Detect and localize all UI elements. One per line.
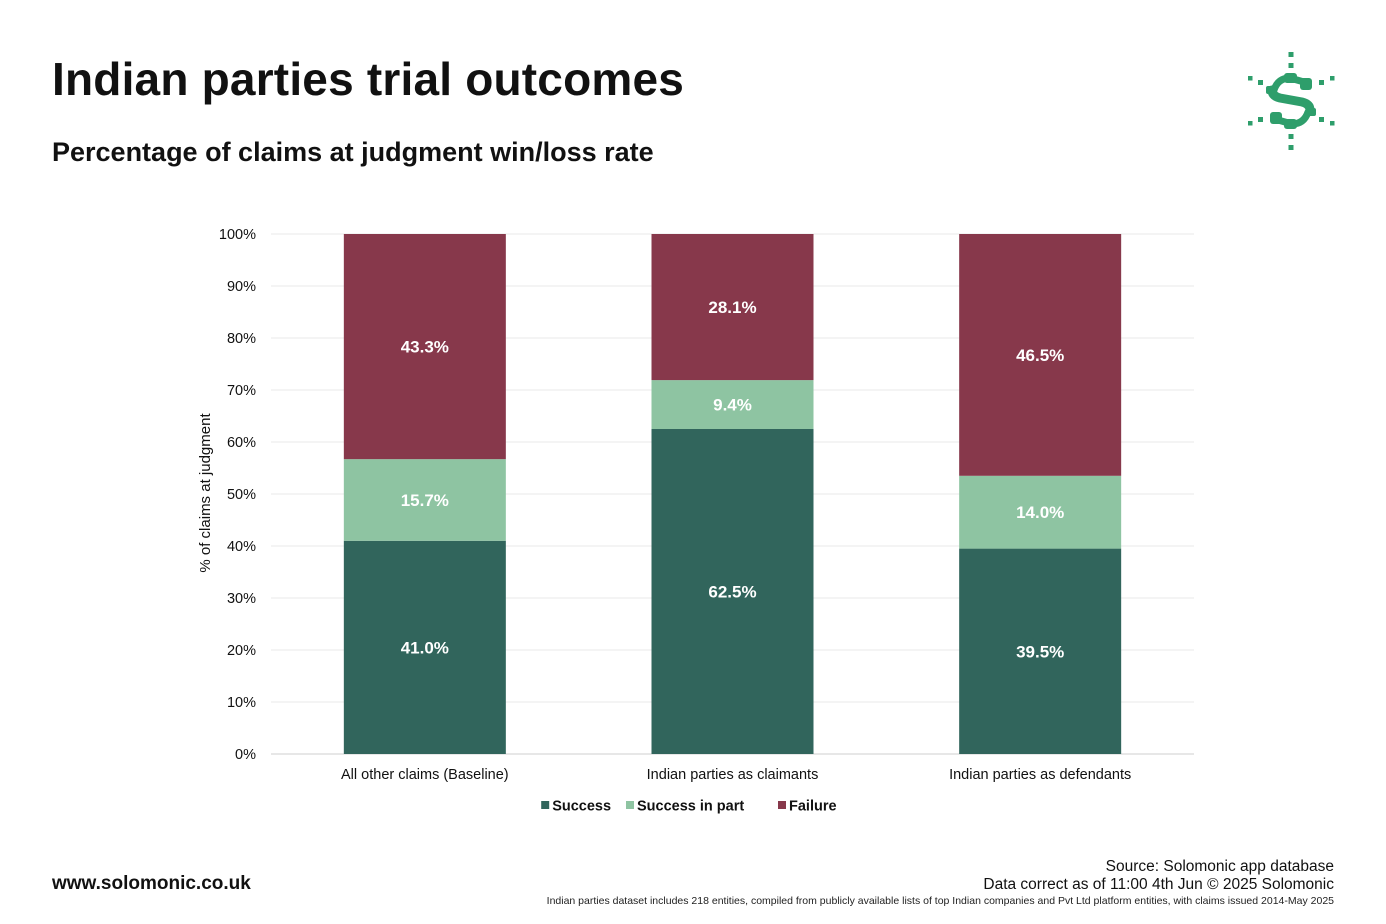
bar-segment-failure xyxy=(959,234,1122,476)
data-label: 62.5% xyxy=(708,583,756,602)
data-correct-note: Data correct as of 11:00 4th Jun © 2025 … xyxy=(983,876,1334,893)
legend-label: Success xyxy=(552,799,611,815)
data-label: 46.5% xyxy=(1016,346,1064,365)
legend-swatch xyxy=(626,801,634,809)
legend-swatch xyxy=(541,801,550,809)
y-tick-label: 90% xyxy=(227,279,256,295)
data-label: 28.1% xyxy=(708,298,756,317)
data-label: 15.7% xyxy=(401,491,449,510)
x-axis-ticks: All other claims (Baseline) Indian partie… xyxy=(341,767,1131,783)
y-tick-label: 100% xyxy=(219,227,256,243)
data-label: 43.3% xyxy=(401,338,449,357)
y-tick-label: 30% xyxy=(227,591,256,607)
y-tick-label: 10% xyxy=(227,695,256,711)
bar-segment-success xyxy=(651,429,814,754)
bars xyxy=(343,234,1122,754)
legend: Success Success in part Failure xyxy=(541,799,837,815)
bar-segment-success xyxy=(959,548,1122,754)
y-tick-label: 80% xyxy=(227,331,256,347)
logo-shape xyxy=(1248,52,1335,150)
bar-segment-success-in-part xyxy=(651,380,814,429)
page-subtitle: Percentage of claims at judgment win/los… xyxy=(52,137,654,167)
source-note: Source: Solomonic app database xyxy=(1105,858,1334,875)
y-tick-label: 20% xyxy=(227,643,256,659)
legend-label: Failure xyxy=(789,799,837,815)
dataset-note: Indian parties dataset includes 218 enti… xyxy=(546,895,1334,907)
y-axis-title: % of claims at judgment xyxy=(197,413,214,573)
solomonic-logo-icon xyxy=(1248,52,1335,150)
data-label: 41.0% xyxy=(401,638,449,657)
bar-segment-failure xyxy=(343,234,506,460)
footer-info: Source: Solomonic app database Data corr… xyxy=(547,857,1334,908)
x-tick-label: Indian parties as claimants xyxy=(647,767,819,783)
data-label: 39.5% xyxy=(1016,642,1064,661)
legend-label: Success in part xyxy=(637,799,744,815)
x-tick-label: All other claims (Baseline) xyxy=(341,767,509,783)
bar-segment-success-in-part xyxy=(959,475,1122,549)
y-tick-label: 60% xyxy=(227,435,256,451)
y-tick-label: 0% xyxy=(235,747,256,763)
x-tick-label: Indian parties as defendants xyxy=(949,767,1131,783)
y-tick-label: 70% xyxy=(227,383,256,399)
y-axis-ticks: 0% 10% 20% 30% 40% 50% 60% 70% 80% 90% 100% xyxy=(219,227,256,763)
y-tick-label: 40% xyxy=(227,539,256,555)
bar-segment-failure xyxy=(651,234,814,381)
website-url: www.solomonic.co.uk xyxy=(52,873,251,894)
bar-segment-success xyxy=(343,540,506,754)
y-tick-label: 50% xyxy=(227,487,256,503)
data-label: 9.4% xyxy=(713,396,752,415)
data-label: 14.0% xyxy=(1016,503,1064,522)
legend-swatch xyxy=(778,801,786,809)
data-labels: 41.0% 15.7% 43.3% 62.5% 9.4% 28.1% 39.5% 14.0% 4… xyxy=(401,298,1065,661)
page-title: Indian parties trial outcomes xyxy=(52,53,685,105)
bar-segment-success-in-part xyxy=(343,459,506,541)
